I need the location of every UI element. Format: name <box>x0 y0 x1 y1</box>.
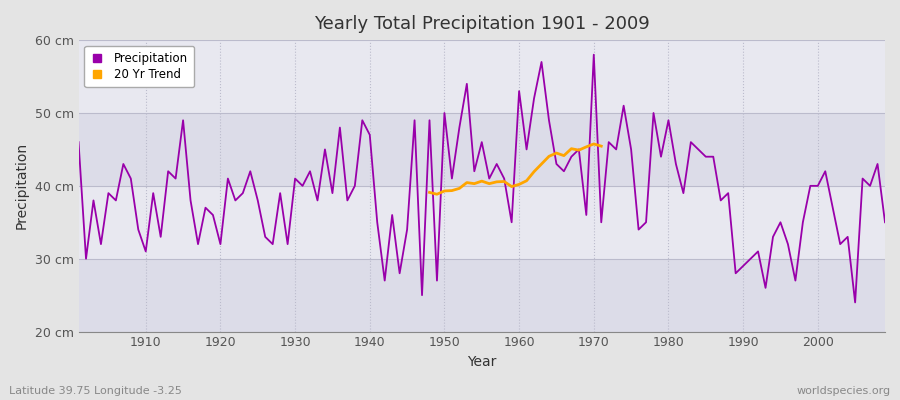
20 Yr Trend <box>469 181 480 186</box>
Y-axis label: Precipitation: Precipitation <box>15 142 29 230</box>
20 Yr Trend <box>499 179 509 184</box>
X-axis label: Year: Year <box>467 355 497 369</box>
Bar <box>78 186 885 259</box>
20 Yr Trend <box>446 188 457 193</box>
Precipitation <box>297 184 308 188</box>
Precipitation <box>589 52 599 57</box>
20 Yr Trend <box>528 169 539 174</box>
20 Yr Trend <box>454 186 464 191</box>
Precipitation <box>342 198 353 203</box>
20 Yr Trend <box>559 153 570 158</box>
20 Yr Trend <box>432 192 443 197</box>
Precipitation <box>850 300 860 305</box>
Precipitation <box>506 220 517 225</box>
20 Yr Trend <box>484 181 495 186</box>
Precipitation <box>514 89 525 94</box>
Legend: Precipitation, 20 Yr Trend: Precipitation, 20 Yr Trend <box>85 46 194 87</box>
Text: worldspecies.org: worldspecies.org <box>796 386 891 396</box>
Precipitation <box>879 220 890 225</box>
20 Yr Trend <box>589 142 599 146</box>
20 Yr Trend <box>514 182 525 187</box>
Bar <box>78 113 885 186</box>
Precipitation <box>73 140 84 144</box>
20 Yr Trend <box>566 146 577 151</box>
Precipitation <box>611 147 622 152</box>
20 Yr Trend <box>551 151 562 156</box>
20 Yr Trend <box>439 188 450 193</box>
20 Yr Trend <box>596 144 607 148</box>
20 Yr Trend <box>573 148 584 152</box>
Line: 20 Yr Trend: 20 Yr Trend <box>429 144 601 194</box>
Bar <box>78 40 885 113</box>
20 Yr Trend <box>424 190 435 195</box>
Title: Yearly Total Precipitation 1901 - 2009: Yearly Total Precipitation 1901 - 2009 <box>314 15 650 33</box>
20 Yr Trend <box>536 162 547 166</box>
Line: Precipitation: Precipitation <box>78 55 885 302</box>
20 Yr Trend <box>506 184 517 189</box>
20 Yr Trend <box>580 144 591 149</box>
20 Yr Trend <box>491 180 502 184</box>
Precipitation <box>133 227 144 232</box>
Bar <box>78 259 885 332</box>
20 Yr Trend <box>544 154 554 159</box>
20 Yr Trend <box>521 178 532 183</box>
Text: Latitude 39.75 Longitude -3.25: Latitude 39.75 Longitude -3.25 <box>9 386 182 396</box>
20 Yr Trend <box>462 180 472 185</box>
20 Yr Trend <box>476 179 487 184</box>
